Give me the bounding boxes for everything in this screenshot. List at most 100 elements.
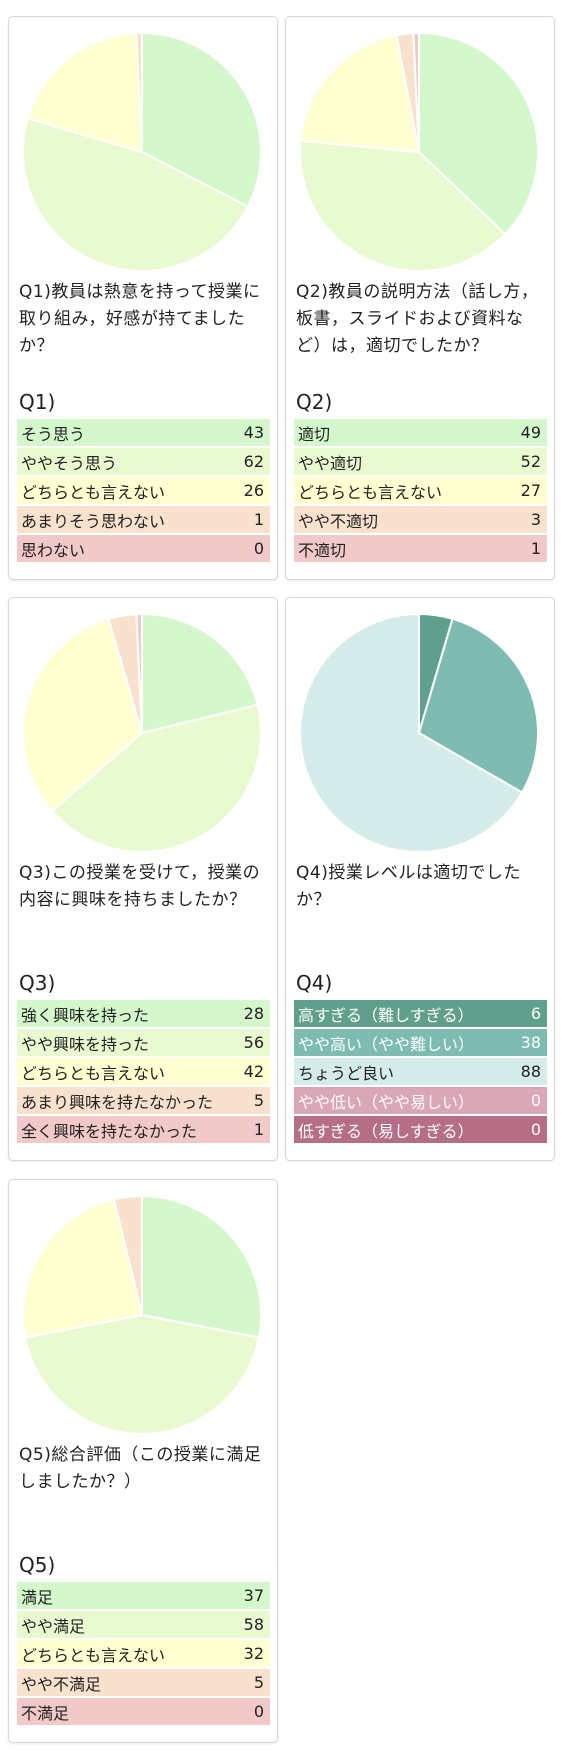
question-text-q1: Q1)教員は熱意を持って授業に取り組み，好感が持てましたか？ bbox=[19, 282, 261, 356]
category-label: 強く興味を持った bbox=[21, 1005, 150, 1025]
category-value: 0 bbox=[253, 1702, 264, 1721]
pie-slice-q2-1 bbox=[418, 31, 539, 236]
category-label: どちらとも言えない bbox=[298, 482, 443, 502]
category-label: あまり興味を持たなかった bbox=[21, 1092, 214, 1112]
category-label: 不適切 bbox=[298, 540, 347, 560]
table-row-q5-5: 不満足 0 bbox=[17, 1698, 270, 1725]
table-row-q4-2: やや高い（やや難しい） 38 bbox=[294, 1029, 547, 1056]
table-row-q3-3: どちらとも言えない 42 bbox=[17, 1058, 270, 1085]
pie-slice-q4-3 bbox=[299, 612, 524, 853]
chart-card-q4: Q4)授業レベルは適切でしたか？ Q4) 高すぎる（難しすぎる） 6 やや高い（やや… bbox=[285, 597, 555, 1161]
category-label: 適切 bbox=[298, 424, 331, 444]
pie-chart-q5 bbox=[22, 1194, 262, 1435]
legend-table-q5: 満足 37 やや満足 58 どちらとも言えない 32 やや不満足 5 不満足 0 bbox=[17, 1582, 270, 1727]
category-label: 思わない bbox=[21, 540, 86, 560]
pie-slice-q5-4 bbox=[112, 1194, 143, 1316]
pie-slice-q3-2 bbox=[50, 703, 263, 853]
table-row-q2-1: 適切 49 bbox=[294, 419, 547, 446]
category-label: やや興味を持った bbox=[21, 1034, 150, 1054]
category-label: 低すぎる（易しすぎる） bbox=[298, 1121, 474, 1141]
pie-slice-q5-2 bbox=[23, 1313, 261, 1435]
table-row-q3-1: 強く興味を持った 28 bbox=[17, 1000, 270, 1027]
pie-slice-q1-2 bbox=[22, 117, 250, 272]
category-value: 88 bbox=[520, 1062, 541, 1081]
category-value: 49 bbox=[520, 423, 541, 442]
table-row-q1-1: そう思う 43 bbox=[17, 419, 270, 446]
category-value: 0 bbox=[530, 1091, 541, 1110]
table-title-q4: Q4) bbox=[296, 971, 333, 995]
table-row-q5-3: どちらとも言えない 32 bbox=[17, 1640, 270, 1667]
category-label: どちらとも言えない bbox=[21, 482, 166, 502]
category-label: 満足 bbox=[21, 1587, 54, 1607]
pie-slice-q3-1 bbox=[141, 612, 259, 735]
table-row-q1-3: どちらとも言えない 26 bbox=[17, 477, 270, 504]
category-label: 不満足 bbox=[21, 1703, 70, 1723]
chart-card-q1: Q1)教員は熱意を持って授業に取り組み，好感が持てましたか？ Q1) そう思う 4… bbox=[8, 16, 278, 580]
pie-chart-q1 bbox=[22, 31, 262, 272]
category-label: やや不満足 bbox=[21, 1674, 102, 1694]
table-row-q1-5: 思わない 0 bbox=[17, 535, 270, 562]
category-value: 62 bbox=[243, 452, 264, 471]
category-label: ちょうど良い bbox=[298, 1063, 395, 1083]
chart-card-q2: Q2)教員の説明方法（話し方，板書，スライドおよび資料など）は，適切でしたか？ … bbox=[285, 16, 555, 580]
category-value: 6 bbox=[530, 1004, 541, 1023]
category-value: 38 bbox=[520, 1033, 541, 1052]
category-label: やや満足 bbox=[21, 1616, 86, 1636]
category-value: 0 bbox=[530, 1120, 541, 1139]
table-row-q5-4: やや不満足 5 bbox=[17, 1669, 270, 1696]
table-row-q1-2: ややそう思う 62 bbox=[17, 448, 270, 475]
legend-table-q1: そう思う 43 ややそう思う 62 どちらとも言えない 26 あまりそう思わない 1 思わない 0 bbox=[17, 419, 270, 564]
pie-slice-q5-1 bbox=[141, 1194, 262, 1339]
pie-slice-q1-1 bbox=[141, 31, 262, 208]
category-label: やや高い（やや難しい） bbox=[298, 1034, 475, 1054]
table-title-q5: Q5) bbox=[19, 1553, 56, 1577]
pie-slice-q3-5 bbox=[135, 612, 143, 734]
table-row-q4-5: 低すぎる（易しすぎる） 0 bbox=[294, 1116, 547, 1143]
pie-slice-q2-5 bbox=[412, 31, 420, 153]
category-value: 3 bbox=[530, 510, 541, 529]
category-value: 56 bbox=[243, 1033, 264, 1052]
chart-card-q3: Q3)この授業を受けて，授業の内容に興味を持ちましたか？ Q3) 強く興味を持っ… bbox=[8, 597, 278, 1161]
pie-slice-q3-3 bbox=[22, 617, 144, 813]
table-row-q3-4: あまり興味を持たなかった 5 bbox=[17, 1087, 270, 1114]
question-text-q2: Q2)教員の説明方法（話し方，板書，スライドおよび資料など）は，適切でしたか？ bbox=[296, 282, 539, 356]
category-value: 5 bbox=[253, 1673, 264, 1692]
category-label: そう思う bbox=[21, 424, 86, 444]
category-value: 27 bbox=[520, 481, 541, 500]
table-row-q2-3: どちらとも言えない 27 bbox=[294, 477, 547, 504]
category-value: 28 bbox=[243, 1004, 264, 1023]
question-text-q4: Q4)授業レベルは適切でしたか？ bbox=[296, 863, 521, 910]
category-label: どちらとも言えない bbox=[21, 1063, 166, 1083]
legend-table-q3: 強く興味を持った 28 やや興味を持った 56 どちらとも言えない 42 あまり興味を持たな… bbox=[17, 1000, 270, 1145]
table-row-q1-4: あまりそう思わない 1 bbox=[17, 506, 270, 533]
category-value: 42 bbox=[243, 1062, 264, 1081]
category-value: 1 bbox=[253, 1120, 264, 1139]
category-value: 26 bbox=[243, 481, 264, 500]
category-value: 52 bbox=[520, 452, 541, 471]
category-label: やや適切 bbox=[298, 453, 363, 473]
category-label: やや低い（やや易しい） bbox=[298, 1092, 475, 1112]
table-title-q1: Q1) bbox=[19, 390, 56, 414]
table-title-q2: Q2) bbox=[296, 390, 333, 414]
table-title-q3: Q3) bbox=[19, 971, 56, 995]
pie-chart-q2 bbox=[299, 31, 539, 272]
category-label: ややそう思う bbox=[21, 453, 118, 473]
category-value: 1 bbox=[530, 539, 541, 558]
category-value: 32 bbox=[243, 1644, 264, 1663]
category-value: 1 bbox=[253, 510, 264, 529]
table-row-q4-4: やや低い（やや易しい） 0 bbox=[294, 1087, 547, 1114]
pie-chart-q4 bbox=[299, 612, 540, 853]
category-value: 58 bbox=[243, 1615, 264, 1634]
table-row-q2-5: 不適切 1 bbox=[294, 535, 547, 562]
table-row-q5-2: やや満足 58 bbox=[17, 1611, 270, 1638]
category-label: あまりそう思わない bbox=[21, 511, 166, 531]
table-row-q2-4: やや不適切 3 bbox=[294, 506, 547, 533]
table-row-q5-1: 満足 37 bbox=[17, 1582, 270, 1609]
table-row-q4-1: 高すぎる（難しすぎる） 6 bbox=[294, 1000, 547, 1027]
pie-slice-q1-4 bbox=[135, 31, 143, 153]
pie-slice-q1-3 bbox=[26, 32, 144, 154]
pie-slice-q5-3 bbox=[22, 1198, 144, 1339]
table-row-q3-2: やや興味を持った 56 bbox=[17, 1029, 270, 1056]
category-value: 37 bbox=[243, 1586, 264, 1605]
legend-table-q2: 適切 49 やや適切 52 どちらとも言えない 27 やや不適切 3 不適切 1 bbox=[294, 419, 547, 564]
